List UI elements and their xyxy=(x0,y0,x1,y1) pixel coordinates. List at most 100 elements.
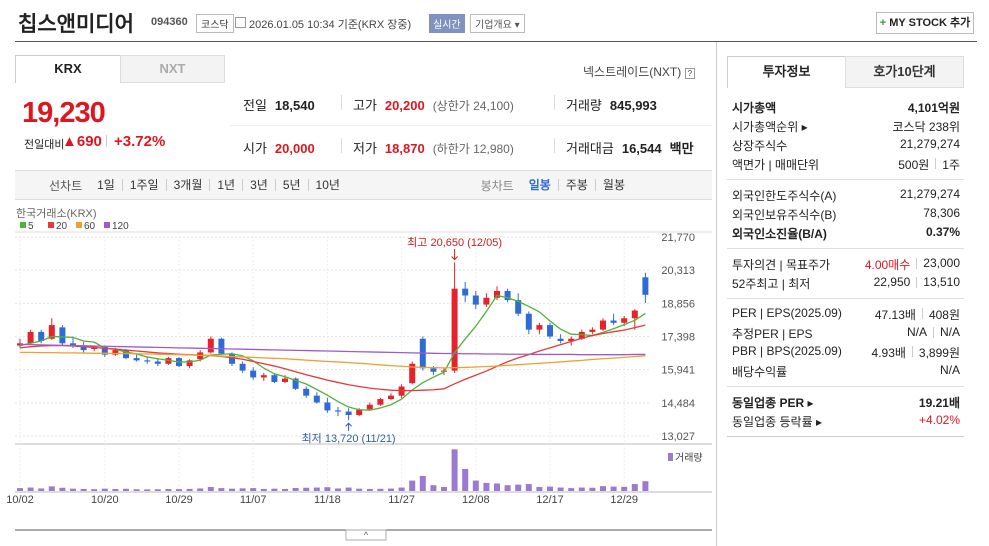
period-option[interactable]: 3년 xyxy=(242,179,275,191)
candle-label: 봉차트 xyxy=(480,178,514,193)
period-option[interactable]: 1주일 xyxy=(121,179,166,191)
y-tick-label: 13,027 xyxy=(661,431,695,443)
nxt-text: 넥스트레이드(NXT) xyxy=(583,65,682,79)
period-option[interactable]: 3개월 xyxy=(165,179,210,191)
candle-body xyxy=(313,395,320,403)
group-rule xyxy=(727,248,964,249)
chart: 한국거래소(KRX) ^ 5 20 60 120 13,027 14,484 15,941 1… xyxy=(6,207,712,541)
volume-bar xyxy=(409,480,416,491)
stat-sep xyxy=(554,95,555,110)
info-value: 19.21배 xyxy=(918,396,960,410)
value-sep xyxy=(916,258,918,269)
info-value: N/A xyxy=(939,363,960,377)
info-value: 408원 xyxy=(928,308,960,322)
candle-body xyxy=(536,325,543,330)
candle-option[interactable]: 월봉 xyxy=(594,179,632,191)
info-row: 시가총액 4,101억원 xyxy=(732,99,960,116)
volume-bar xyxy=(388,488,394,491)
info-values: 4.00매수 23,000 xyxy=(865,256,960,273)
info-row: 추정PER | EPS N/A N/A xyxy=(732,325,960,342)
group-rule xyxy=(727,386,964,387)
info-value: 47.13배 xyxy=(874,308,916,322)
candle-body xyxy=(303,388,310,396)
volume-bar xyxy=(589,487,596,491)
x-tick-label: 10/29 xyxy=(165,494,193,506)
info-value: 22,950 xyxy=(873,275,911,289)
candle-body xyxy=(356,409,363,415)
candle-body xyxy=(48,325,55,339)
candle-body xyxy=(621,318,628,323)
stat-value: 18,870 xyxy=(384,141,425,156)
ma-line xyxy=(20,351,646,369)
tab-krx[interactable]: KRX xyxy=(15,55,121,83)
candle-body xyxy=(472,295,479,305)
change-rate: +3.72% xyxy=(114,133,166,150)
stat: 저가 18,870 (하한가 12,980) xyxy=(341,138,514,157)
datetime: 2026.01.05 10:34 기준(KRX 장중) xyxy=(249,19,412,31)
info-values: 47.13배 408원 xyxy=(875,306,960,323)
candle-body xyxy=(451,288,458,371)
panel-divider xyxy=(716,42,717,546)
candle-body xyxy=(631,310,638,319)
candle-body xyxy=(324,402,331,411)
stat: 시가 20,000 xyxy=(243,138,315,157)
info-values: 21,279,274 xyxy=(900,187,960,204)
realtime-badge[interactable]: 실시간 xyxy=(429,14,465,33)
volume-bar xyxy=(101,488,108,491)
legend-swatch xyxy=(20,222,26,228)
legend-swatch xyxy=(104,222,110,228)
stat-value: 16,544 xyxy=(621,141,662,156)
info-row: PBR | BPS(2025.09) 4.93배 3,899원 xyxy=(732,344,960,361)
volume-bar xyxy=(176,489,182,491)
volume-bar xyxy=(59,487,66,491)
volume-bar xyxy=(165,489,172,491)
value-sep xyxy=(935,158,937,169)
period-option[interactable]: 10년 xyxy=(307,179,347,191)
info-values: 0.37% xyxy=(926,225,960,242)
candle-body xyxy=(27,331,34,344)
candle-option[interactable]: 일봉 xyxy=(528,178,551,192)
volume-bar xyxy=(239,488,246,491)
info-values: 코스닥 238위 xyxy=(892,118,960,135)
volume-bar xyxy=(377,488,384,491)
info-value: N/A xyxy=(906,325,927,339)
mystock-text: MY STOCK 추가 xyxy=(889,17,971,29)
group-rule xyxy=(727,298,964,299)
low-arrow xyxy=(345,422,352,431)
candle-body xyxy=(388,395,394,400)
info-tab[interactable]: 호가10단계 xyxy=(845,56,964,88)
period-option[interactable]: 1년 xyxy=(209,179,242,191)
volume-bar xyxy=(229,488,235,491)
mystock-button[interactable]: + MY STOCK 추가 xyxy=(876,12,974,34)
nxt-link[interactable]: 넥스트레이드(NXT) ? xyxy=(583,63,696,80)
stat-value: 20,000 xyxy=(274,141,315,156)
tab-nxt[interactable]: NXT xyxy=(120,55,225,83)
volume-bar xyxy=(292,487,299,491)
candle-option[interactable]: 주봉 xyxy=(557,179,595,191)
info-values: 19.21배 xyxy=(919,394,960,411)
candle-body xyxy=(483,297,490,305)
overview-button[interactable]: 기업개요 ▾ xyxy=(470,14,525,33)
period-option[interactable]: 5년 xyxy=(274,179,308,191)
candle-body xyxy=(568,338,575,342)
collapse-tab[interactable] xyxy=(345,529,387,541)
volume-bar xyxy=(483,482,490,491)
legend-label: 20 xyxy=(56,221,68,232)
info-value: 500원 xyxy=(898,158,930,172)
header-rule xyxy=(15,41,977,42)
legend-swatch xyxy=(48,222,54,228)
volume-bar xyxy=(335,488,341,491)
volume-bar xyxy=(133,489,140,491)
x-tick-label: 12/29 xyxy=(610,494,638,506)
change: ▲690 xyxy=(62,133,102,150)
collapse-icon: ^ xyxy=(364,530,369,540)
info-tab[interactable]: 투자정보 xyxy=(727,56,846,88)
period-option[interactable]: 1일 xyxy=(97,178,115,192)
info-label: 배당수익률 xyxy=(732,365,788,379)
info-value: 1주 xyxy=(942,158,960,172)
candle-body xyxy=(218,338,225,354)
y-tick-label: 20,313 xyxy=(661,265,695,277)
info-values: 21,279,274 xyxy=(900,137,960,154)
info-values: 22,950 13,510 xyxy=(874,275,960,292)
volume-bar xyxy=(27,487,34,491)
